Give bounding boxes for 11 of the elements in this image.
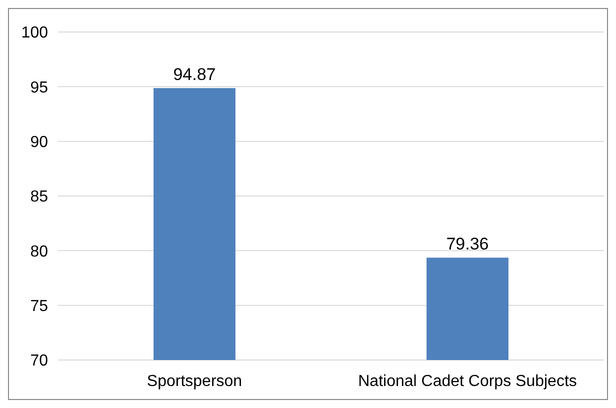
y-tick-label: 90 — [30, 134, 48, 151]
y-tick-label: 100 — [21, 24, 48, 42]
x-tick-label: Sportsperson — [146, 373, 242, 390]
y-tick-label: 70 — [30, 352, 48, 370]
y-tick-label: 75 — [30, 298, 48, 315]
x-tick-label: National Cadet Corps Subjects — [358, 373, 577, 390]
y-tick-label: 95 — [30, 79, 48, 96]
y-tick-label: 85 — [30, 188, 48, 206]
data-label: 94.87 — [173, 65, 216, 84]
data-label: 79.36 — [446, 234, 489, 254]
y-tick-label: 80 — [30, 243, 48, 260]
